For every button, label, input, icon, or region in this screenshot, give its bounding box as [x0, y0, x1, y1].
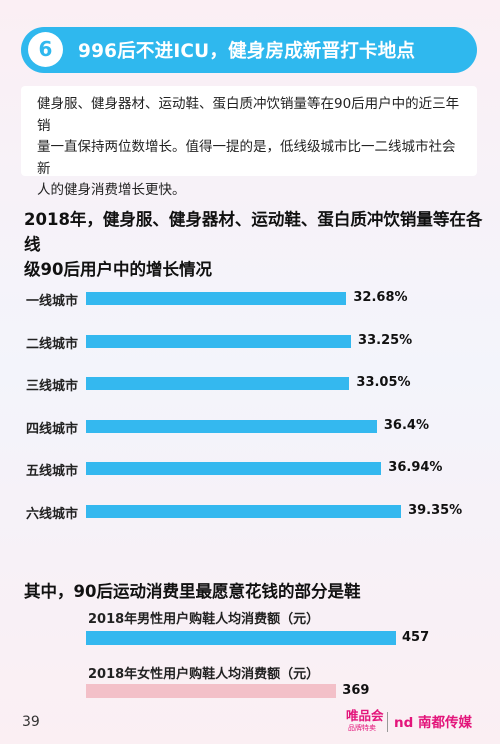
growth-value-label: 36.4% — [383, 417, 429, 433]
intro-line: 人的健身消费增长更快。 — [37, 182, 186, 198]
section-header — [21, 27, 477, 73]
growth-bar — [86, 334, 352, 348]
city-tier-label: 六线城市 — [26, 506, 79, 522]
shoe-spend-chart-title: 其中，90后运动消费里最愿意花钱的部分是鞋 — [24, 582, 361, 601]
growth-value-label: 36.94% — [388, 460, 443, 475]
growth-value-label: 33.05% — [356, 375, 411, 390]
city-tier-label: 三线城市 — [26, 379, 79, 394]
shoe-spend-bar — [86, 631, 396, 645]
intro-line: 健身服、健身器材、运动鞋、蛋白质冲饮销量等在90后用户中的近三年销 — [37, 96, 460, 134]
section-title: 996后不进ICU，健身房成新晋打卡地点 — [78, 41, 416, 62]
shoe-spend-label: 2018年男性用户购鞋人均消费额（元） — [88, 612, 320, 627]
city-growth-chart-title: 2018年，健身服、健身器材、运动鞋、蛋白质冲饮销量等在各线 级90后用户中的增… — [24, 207, 484, 282]
city-tier-label: 一线城市 — [26, 294, 79, 309]
section-number-badge: 6 — [28, 32, 63, 67]
city-tier-label: 五线城市 — [26, 464, 79, 479]
city-tier-label: 四线城市 — [26, 421, 79, 437]
growth-value-label: 39.35% — [408, 502, 463, 518]
growth-bar — [86, 419, 377, 433]
logo-divider — [387, 712, 388, 732]
shoe-spend-value: 369 — [342, 683, 370, 698]
shoe-spend-bar — [86, 684, 337, 698]
vip-logo-tagline: 品牌特卖 — [348, 724, 376, 732]
growth-bar — [86, 462, 382, 475]
growth-bar — [86, 504, 402, 518]
shoe-spend-label: 2018年女性用户购鞋人均消费额（元） — [88, 667, 320, 682]
intro-line: 量一直保持两位数增长。值得一提的是，低线级城市比一二线城市社会新 — [37, 139, 456, 177]
growth-value-label: 32.68% — [353, 290, 408, 305]
chart-title-line: 2018年，健身服、健身器材、运动鞋、蛋白质冲饮销量等在各线 — [24, 210, 483, 254]
growth-bar — [86, 377, 350, 390]
vip-logo: 唯品会 — [346, 708, 384, 723]
page-number: 39 — [22, 714, 40, 730]
growth-bar — [86, 292, 347, 305]
intro-text-box: 健身服、健身器材、运动鞋、蛋白质冲饮销量等在90后用户中的近三年销 量一直保持两… — [21, 86, 477, 198]
shoe-spend-value: 457 — [402, 630, 430, 645]
nandu-logo: nd 南都传媒 — [394, 715, 472, 731]
growth-value-label: 33.25% — [358, 332, 413, 348]
city-tier-label: 二线城市 — [26, 336, 79, 352]
chart-title-line: 级90后用户中的增长情况 — [24, 260, 212, 279]
